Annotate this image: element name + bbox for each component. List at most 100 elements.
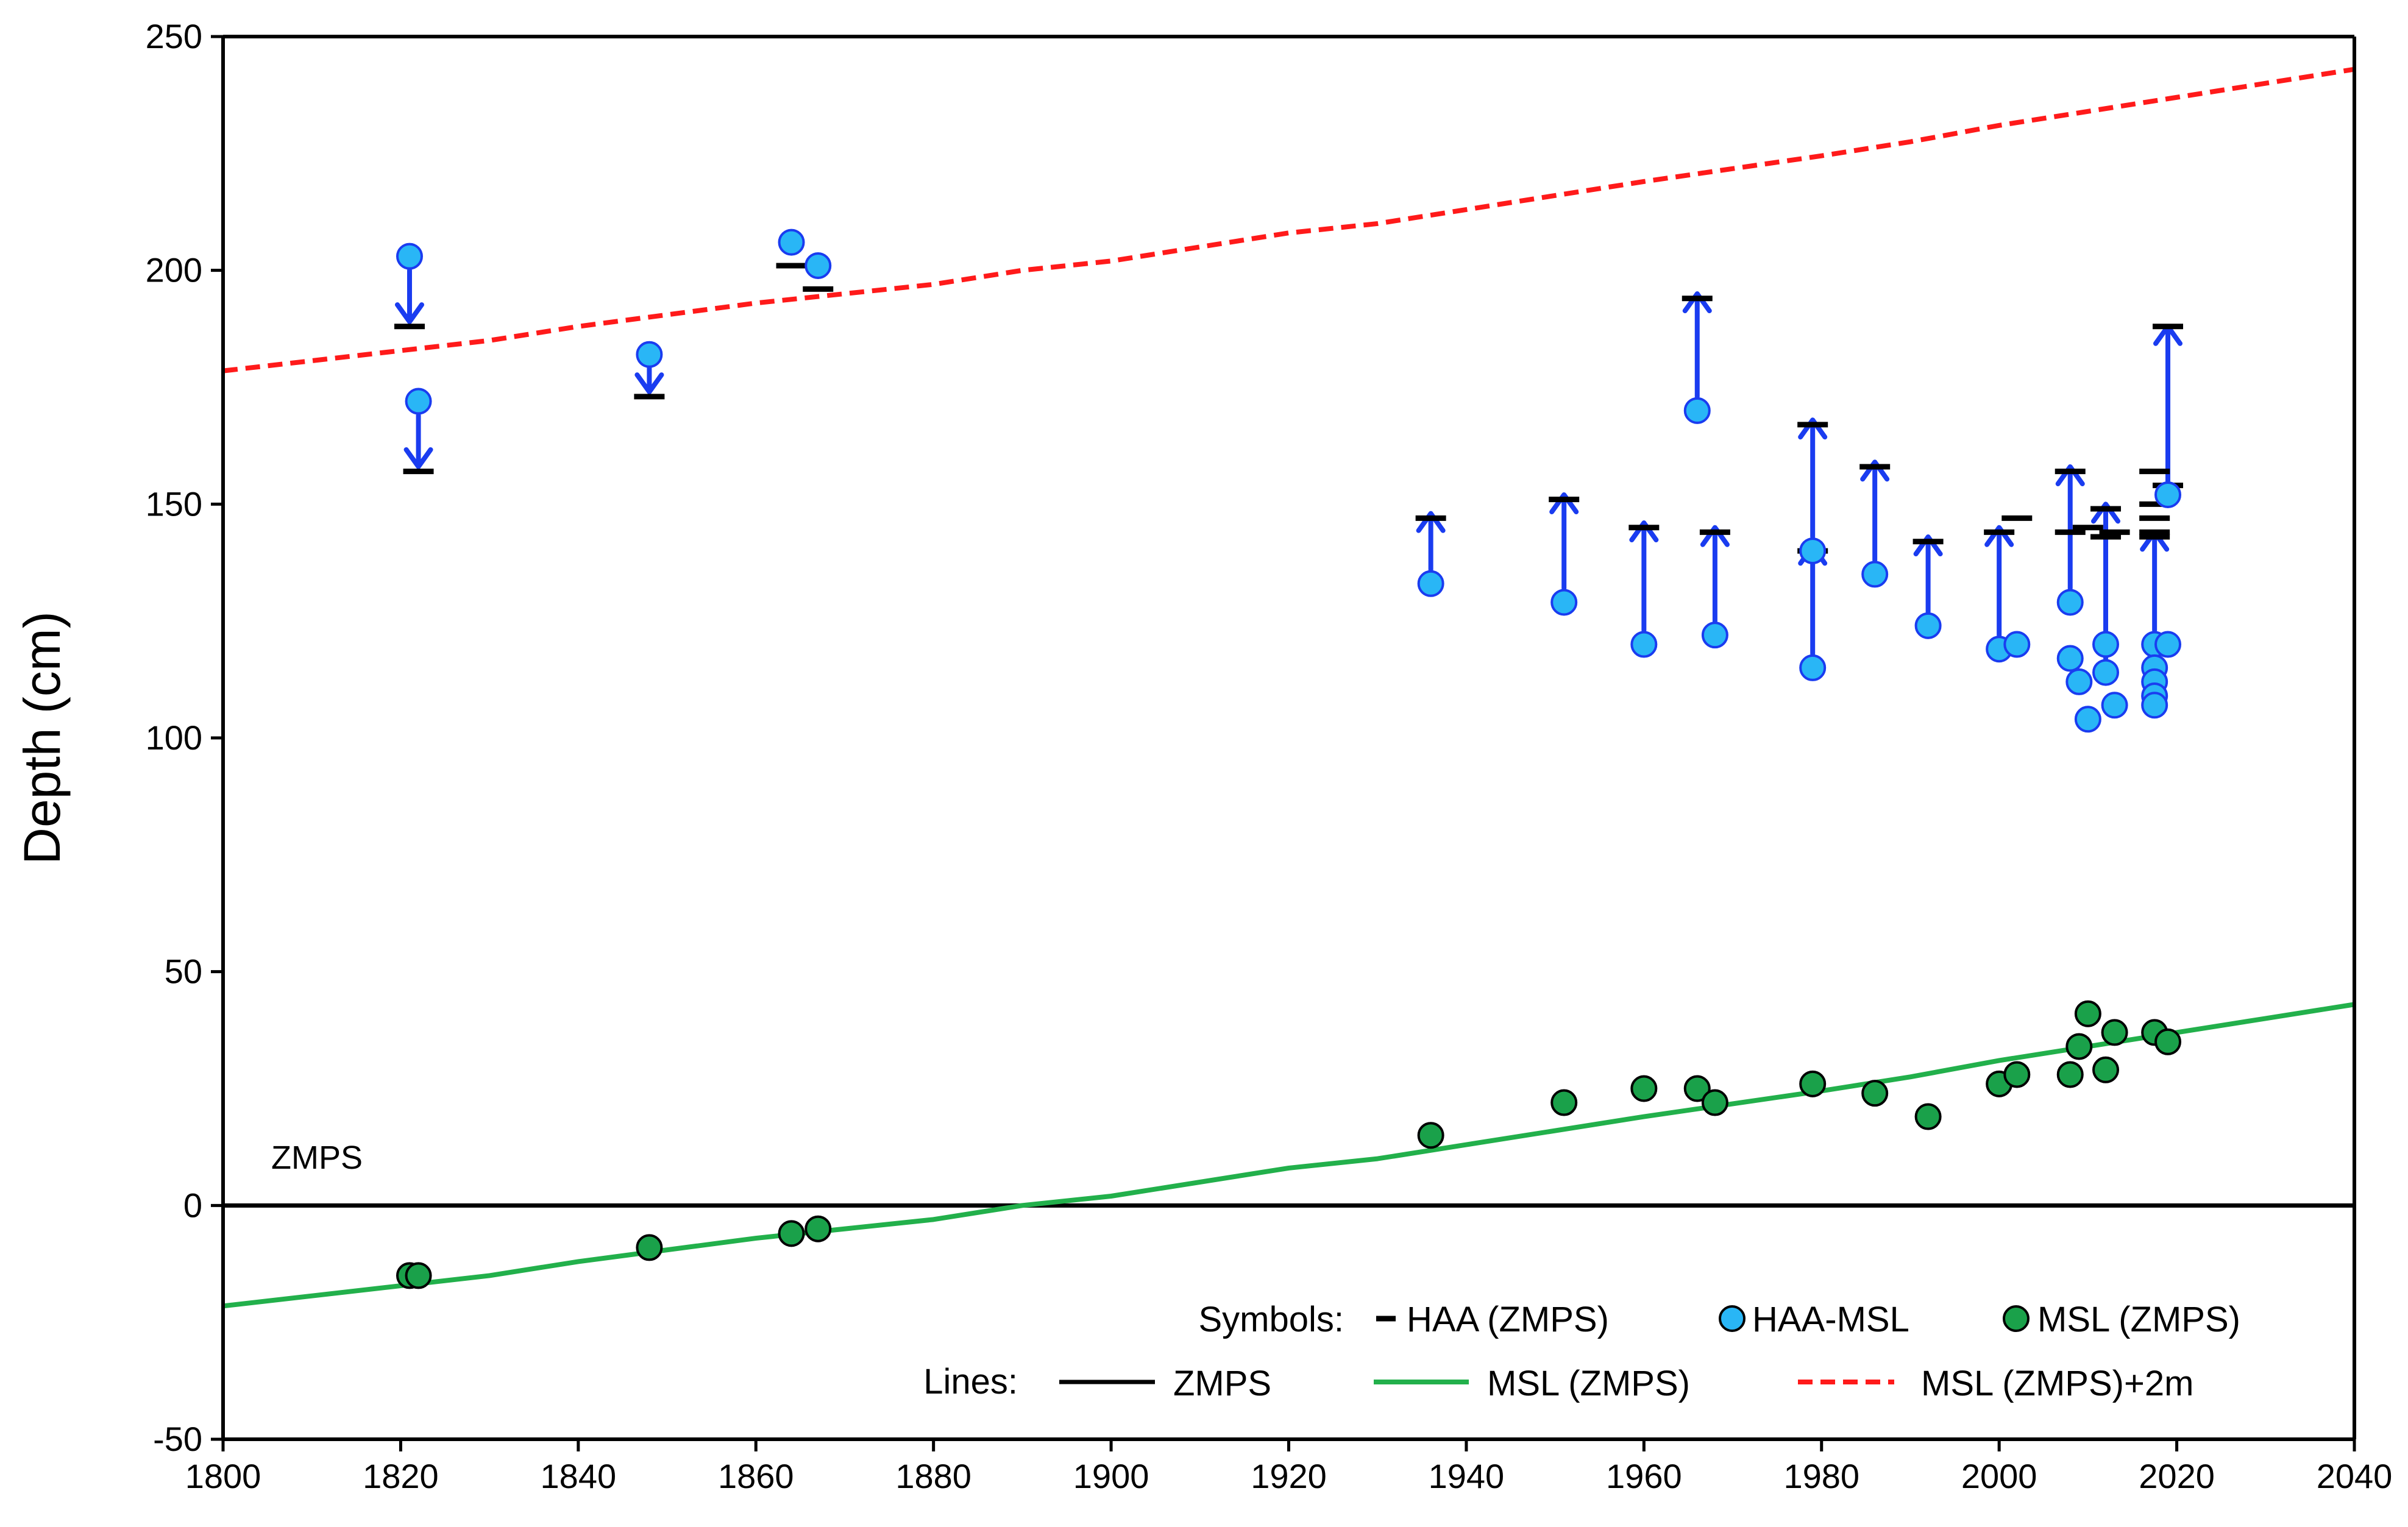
msl-point bbox=[1683, 1075, 1711, 1102]
y-tick-label: 250 bbox=[146, 17, 202, 55]
arrow-head bbox=[1984, 525, 2014, 547]
x-tick-label: 2040 bbox=[2317, 1457, 2393, 1495]
haa-msl-point bbox=[1701, 622, 1728, 649]
msl-point bbox=[1861, 1080, 1889, 1107]
haa-msl-point bbox=[2101, 692, 2128, 719]
haa-msl-point bbox=[2092, 659, 2120, 686]
haa-msl-arrow bbox=[1549, 492, 1579, 591]
x-tick-label: 2000 bbox=[1961, 1457, 2037, 1495]
msl-point bbox=[2056, 1061, 2084, 1088]
haa-msl-point bbox=[778, 229, 805, 256]
haa-msl-arrow bbox=[403, 413, 433, 469]
x-tick-label: 1940 bbox=[1429, 1457, 1505, 1495]
haa-msl-point bbox=[2154, 481, 2182, 508]
haa-msl-arrow bbox=[1860, 459, 1890, 563]
haa-msl-arrow bbox=[1700, 525, 1730, 624]
haa-msl-point bbox=[2141, 692, 2168, 719]
arrow-head bbox=[1860, 459, 1890, 482]
legend-zmps-label: ZMPS bbox=[1173, 1364, 1271, 1403]
legend-haa-label: HAA (ZMPS) bbox=[1407, 1300, 1609, 1339]
haa-msl-point bbox=[2092, 631, 2120, 658]
msl-point bbox=[1799, 1070, 1827, 1097]
haa-msl-arrow bbox=[1629, 520, 1659, 633]
legend-haa-msl-marker bbox=[1719, 1305, 1746, 1332]
x-tick-label: 1820 bbox=[363, 1457, 439, 1495]
haa-msl-point bbox=[1683, 397, 1711, 424]
haa-msl-arrow bbox=[394, 267, 424, 325]
msl-point bbox=[1550, 1089, 1578, 1116]
haa-msl-point bbox=[2003, 631, 2031, 658]
arrow-head bbox=[1913, 534, 1943, 557]
arrow-head bbox=[1798, 417, 1828, 440]
x-tick-label: 1920 bbox=[1251, 1457, 1327, 1495]
msl-point bbox=[2065, 1033, 2093, 1060]
msl-point bbox=[1701, 1089, 1728, 1116]
zmps-annotation: ZMPS bbox=[271, 1139, 363, 1176]
haa-msl-arrow bbox=[1682, 291, 1712, 399]
y-tick-label: 150 bbox=[146, 484, 202, 523]
legend-msl-line-label: MSL (ZMPS) bbox=[1487, 1364, 1690, 1403]
x-tick-label: 1880 bbox=[895, 1457, 971, 1495]
haa-msl-point bbox=[804, 252, 832, 279]
axis-ticks: 1800 1820 1840 1860 1880 1900 1920 1940 1960 1980… bbox=[146, 17, 2393, 1495]
legend-lines-label: Lines: bbox=[923, 1362, 1018, 1401]
arrow-head bbox=[1629, 520, 1659, 543]
haa-msl-point bbox=[1799, 537, 1827, 565]
legend-msl-plus-2m-label: MSL (ZMPS)+2m bbox=[1921, 1364, 2193, 1403]
legend-msl-label: MSL (ZMPS) bbox=[2037, 1300, 2240, 1339]
msl-point bbox=[2092, 1056, 2120, 1083]
haa-msl-point bbox=[2056, 645, 2084, 672]
x-tick-label: 2020 bbox=[2139, 1457, 2215, 1495]
arrow-head bbox=[634, 372, 664, 395]
msl-point bbox=[1630, 1075, 1658, 1102]
x-tick-label: 1960 bbox=[1606, 1457, 1682, 1495]
y-tick-label: 100 bbox=[146, 718, 202, 757]
arrow-head bbox=[2055, 464, 2085, 486]
y-tick-label: 200 bbox=[146, 251, 202, 289]
haa-msl-point bbox=[1914, 612, 1942, 639]
haa-msl-arrow bbox=[634, 366, 664, 395]
haa-msl-point bbox=[396, 243, 423, 270]
haa-msl-point bbox=[1417, 570, 1444, 597]
msl-point bbox=[1914, 1103, 1942, 1130]
msl-point bbox=[2154, 1028, 2182, 1055]
arrow-head bbox=[403, 447, 433, 469]
x-tick-label: 1980 bbox=[1783, 1457, 1859, 1495]
arrow-head bbox=[1700, 525, 1730, 547]
haa-msl-point bbox=[1799, 654, 1827, 681]
arrow-head bbox=[394, 302, 424, 325]
haa-msl-arrow bbox=[1798, 417, 1828, 540]
haa-msl-arrow bbox=[1984, 525, 2014, 638]
data-marks bbox=[394, 229, 2184, 1289]
haa-msl-point bbox=[2074, 706, 2101, 733]
msl-point bbox=[636, 1234, 663, 1261]
msl-line bbox=[222, 1002, 2355, 1309]
y-tick-label: -50 bbox=[153, 1420, 202, 1458]
haa-msl-point bbox=[636, 341, 663, 368]
msl-point bbox=[778, 1220, 805, 1247]
arrow-head bbox=[1549, 492, 1579, 514]
legend-msl-marker bbox=[2003, 1305, 2030, 1332]
haa-msl-arrow bbox=[2055, 464, 2085, 591]
legend-haa-msl-label: HAA-MSL bbox=[1752, 1300, 1909, 1339]
y-tick-label: 50 bbox=[165, 952, 202, 991]
haa-msl-point bbox=[1861, 561, 1889, 588]
haa-msl-point bbox=[2065, 668, 2093, 695]
haa-msl-point bbox=[1550, 589, 1578, 616]
x-tick-label: 1860 bbox=[718, 1457, 794, 1495]
haa-msl-point bbox=[2154, 631, 2182, 658]
series-lines bbox=[222, 66, 2355, 1309]
legend-symbols-label: Symbols: bbox=[1198, 1300, 1344, 1339]
msl-plus-2m-line bbox=[222, 66, 2355, 374]
haa-msl-point bbox=[1630, 631, 1658, 658]
msl-point bbox=[405, 1262, 432, 1289]
haa-msl-point bbox=[405, 388, 432, 415]
msl-point bbox=[804, 1215, 832, 1242]
x-tick-label: 1900 bbox=[1073, 1457, 1149, 1495]
arrow-head bbox=[1682, 291, 1712, 314]
haa-msl-arrow bbox=[1913, 534, 1943, 614]
x-tick-label: 1800 bbox=[185, 1457, 261, 1495]
msl-point bbox=[2101, 1019, 2128, 1046]
